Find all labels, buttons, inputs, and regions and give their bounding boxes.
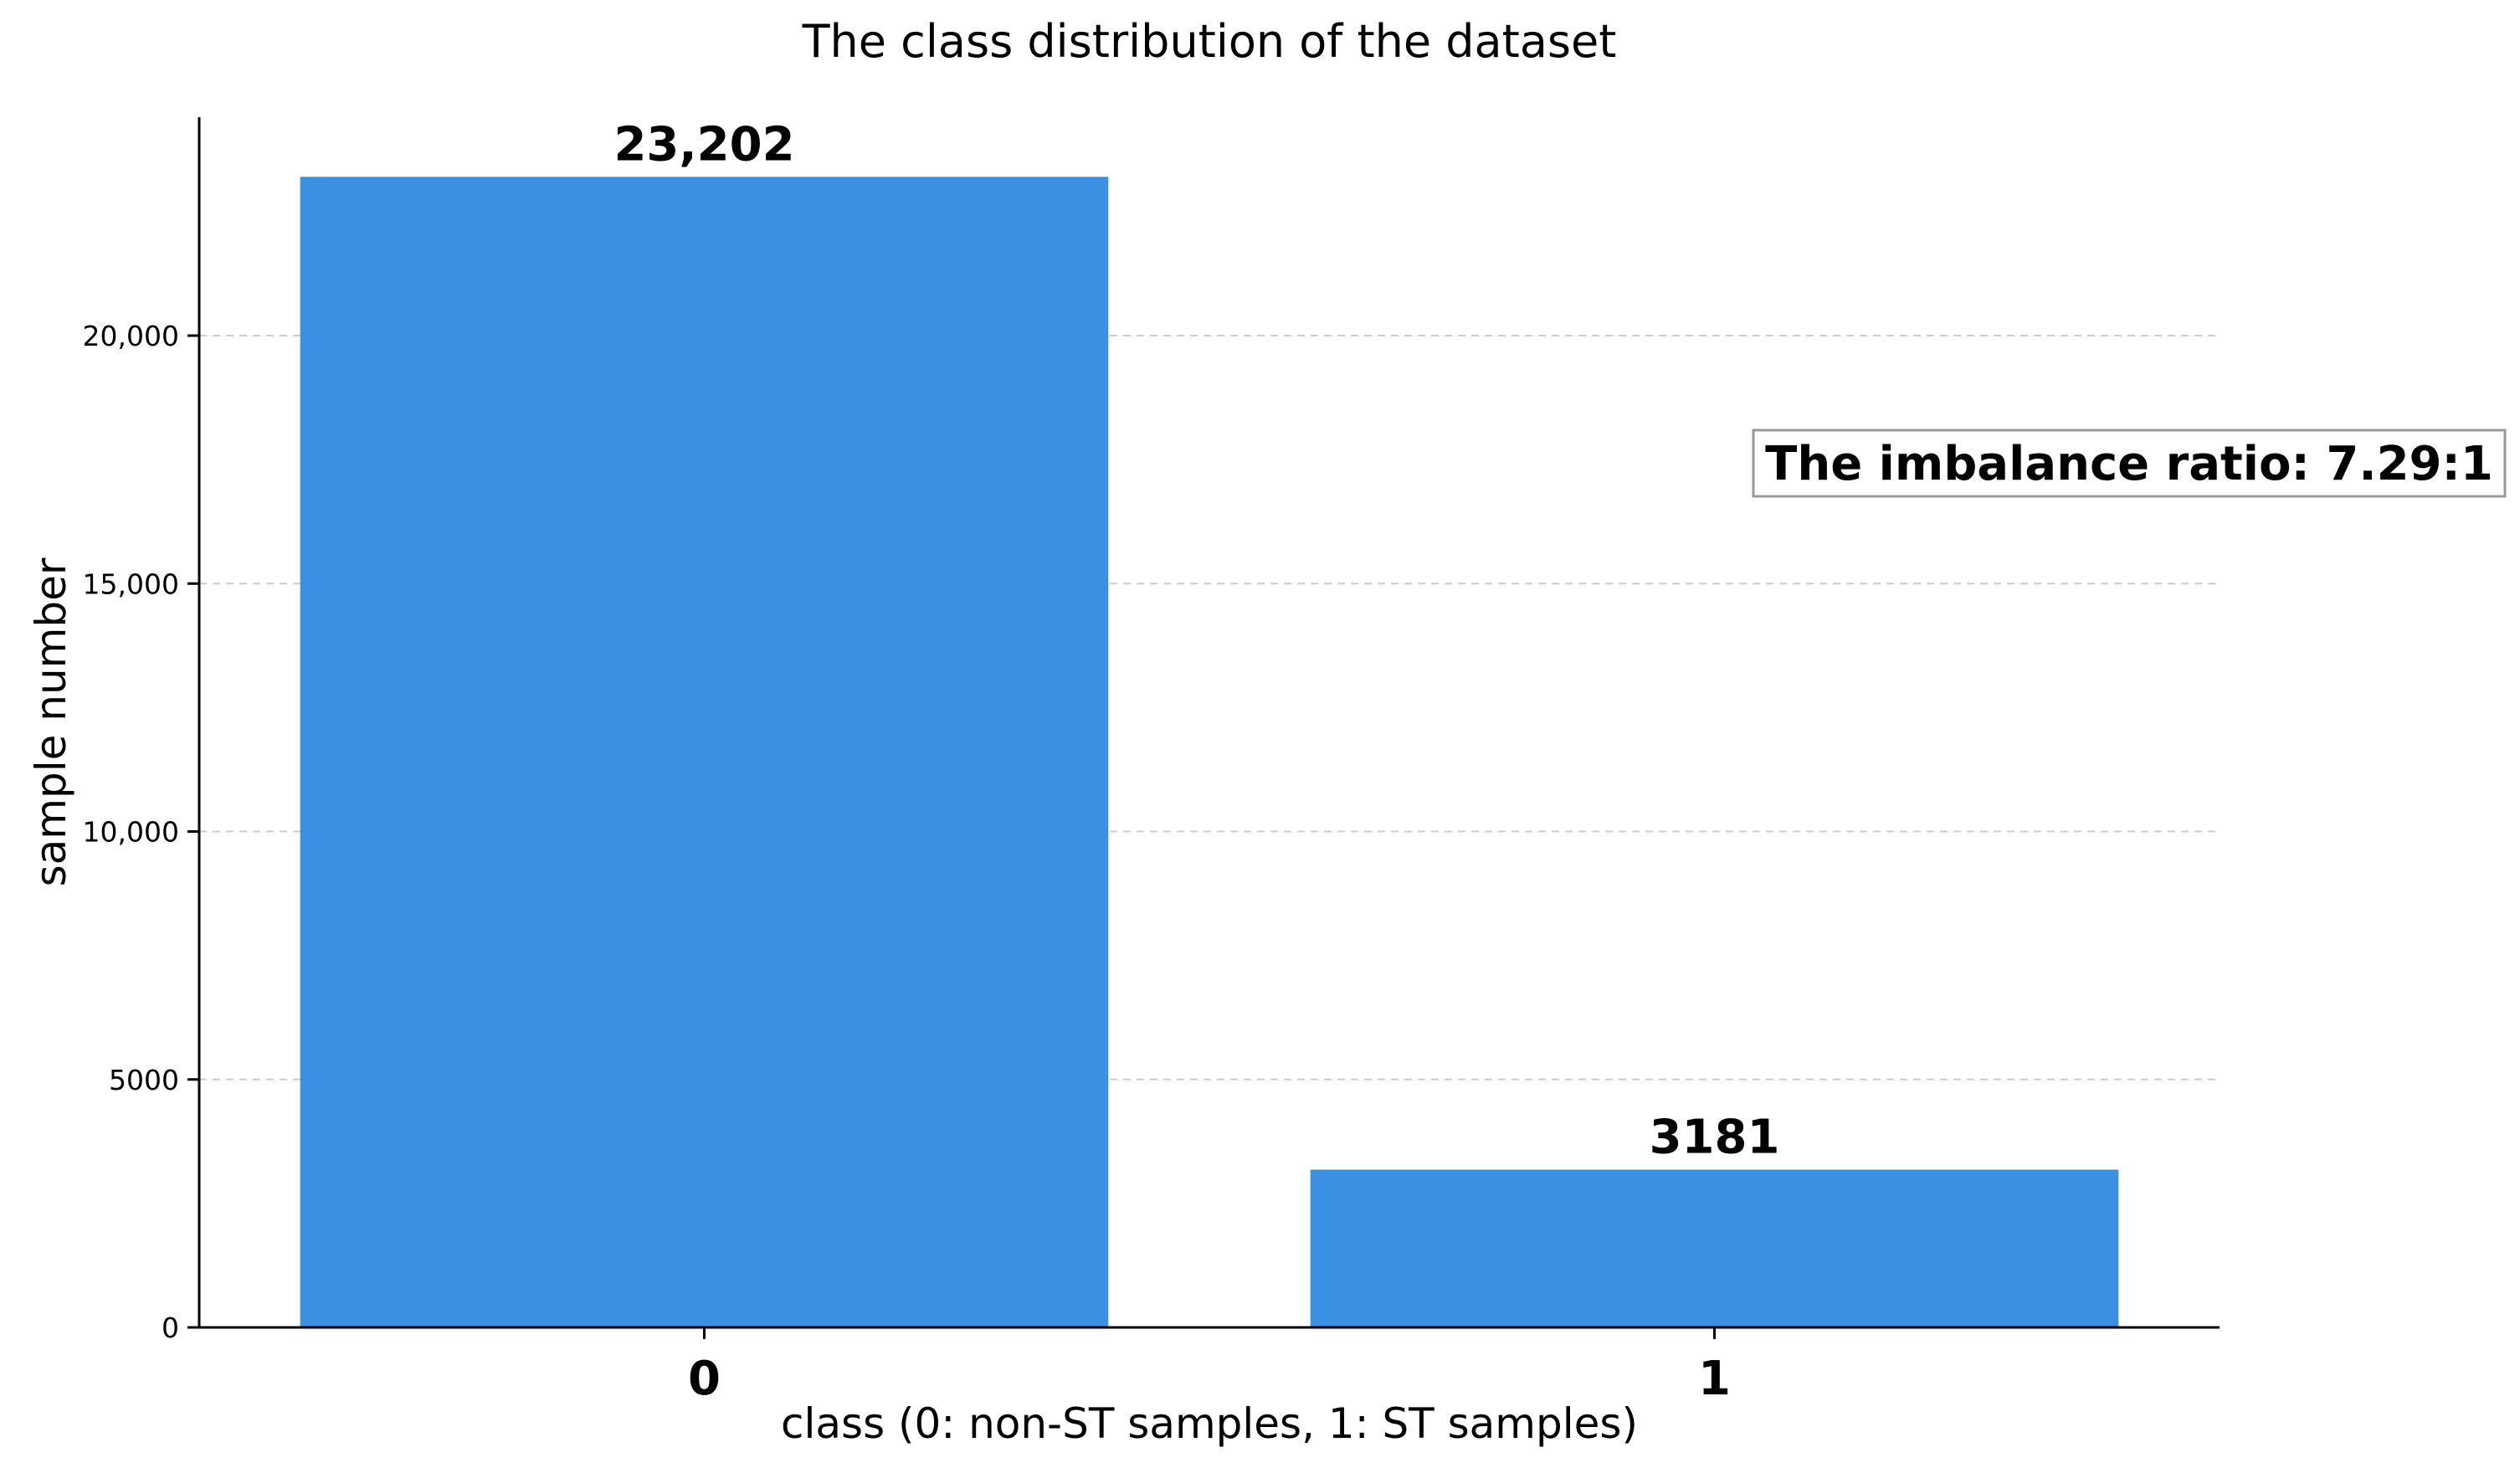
annotation-text: The imbalance ratio: 7.29:1 <box>1765 437 2493 491</box>
y-axis-ticks: 0 5000 10,000 15,000 20,000 <box>83 320 199 1344</box>
y-tick-label: 15,000 <box>83 567 179 600</box>
y-tick-label: 0 <box>162 1312 179 1344</box>
bar-value-labels: 23,202 3181 <box>613 117 1779 1164</box>
y-tick-label: 10,000 <box>83 816 179 849</box>
bar-class-0 <box>300 177 1109 1327</box>
bars <box>300 177 2119 1327</box>
y-tick-label: 20,000 <box>83 320 179 352</box>
bar-value-label: 3181 <box>1650 1111 1780 1165</box>
annotation-box <box>1752 429 2507 498</box>
y-tick-label: 5000 <box>109 1064 179 1096</box>
x-axis-label: class (0: non-ST samples, 1: ST samples) <box>781 1399 1638 1448</box>
x-tick-label: 0 <box>688 1352 721 1406</box>
chart-title: The class distribution of the dataset <box>802 15 1617 68</box>
imbalance-ratio-annotation: The imbalance ratio: 7.29:1 <box>1752 429 2507 498</box>
y-axis-label: sample number <box>27 557 75 886</box>
bar-value-label: 23,202 <box>613 117 794 172</box>
x-tick-label: 1 <box>1698 1352 1731 1406</box>
bar-class-1 <box>1310 1169 2119 1327</box>
